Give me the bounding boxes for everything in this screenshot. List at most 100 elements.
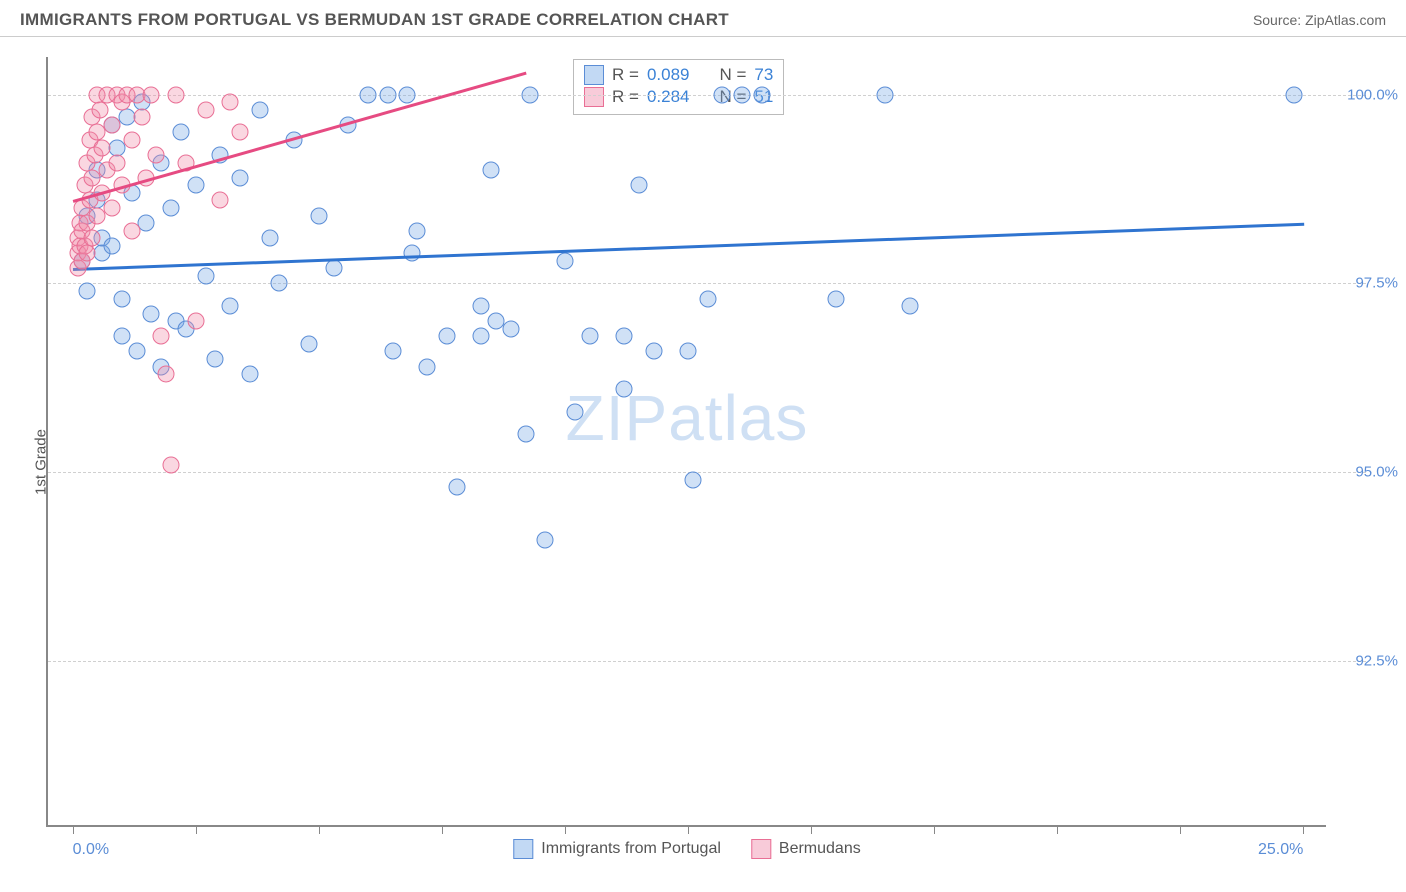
scatter-point — [113, 328, 130, 345]
header: IMMIGRANTS FROM PORTUGAL VS BERMUDAN 1ST… — [0, 0, 1406, 37]
x-tick — [565, 825, 566, 834]
legend-swatch — [584, 65, 604, 85]
chart-title: IMMIGRANTS FROM PORTUGAL VS BERMUDAN 1ST… — [20, 10, 729, 30]
scatter-point — [79, 245, 96, 262]
scatter-point — [566, 403, 583, 420]
scatter-point — [133, 109, 150, 126]
scatter-point — [310, 207, 327, 224]
scatter-point — [222, 298, 239, 315]
x-tick-label: 25.0% — [1258, 841, 1303, 859]
series-legend: Immigrants from Portugal Bermudans — [513, 839, 860, 859]
scatter-point — [384, 343, 401, 360]
gridline — [48, 661, 1366, 662]
scatter-point — [138, 215, 155, 232]
scatter-point — [714, 86, 731, 103]
scatter-point — [448, 479, 465, 496]
scatter-point — [104, 237, 121, 254]
scatter-point — [123, 222, 140, 239]
scatter-point — [123, 132, 140, 149]
scatter-point — [645, 343, 662, 360]
scatter-point — [517, 426, 534, 443]
scatter-point — [734, 86, 751, 103]
scatter-point — [197, 101, 214, 118]
scatter-point — [616, 381, 633, 398]
scatter-point — [207, 350, 224, 367]
scatter-point — [251, 101, 268, 118]
scatter-point — [79, 283, 96, 300]
scatter-point — [197, 267, 214, 284]
source-label: Source: ZipAtlas.com — [1253, 12, 1386, 28]
scatter-point — [212, 192, 229, 209]
r-label: R = — [612, 65, 639, 85]
scatter-point — [143, 86, 160, 103]
scatter-point — [113, 290, 130, 307]
scatter-point — [360, 86, 377, 103]
scatter-point — [108, 154, 125, 171]
plot-region: ZIPatlas R = 0.089N = 73R = 0.284N = 51 … — [46, 57, 1326, 827]
scatter-point — [537, 532, 554, 549]
y-tick-label: 100.0% — [1347, 86, 1398, 103]
scatter-point — [148, 147, 165, 164]
x-tick — [1057, 825, 1058, 834]
scatter-point — [104, 116, 121, 133]
scatter-point — [158, 366, 175, 383]
scatter-point — [404, 245, 421, 262]
scatter-point — [502, 320, 519, 337]
scatter-point — [187, 313, 204, 330]
scatter-point — [94, 139, 111, 156]
scatter-point — [616, 328, 633, 345]
legend-swatch — [751, 839, 771, 859]
r-value: 0.284 — [647, 87, 690, 107]
y-tick-label: 95.0% — [1355, 464, 1398, 481]
stats-legend-row: R = 0.089N = 73 — [584, 64, 773, 86]
scatter-point — [104, 199, 121, 216]
chart-area: 1st Grade ZIPatlas R = 0.089N = 73R = 0.… — [0, 37, 1406, 887]
x-tick — [1303, 825, 1304, 834]
scatter-point — [438, 328, 455, 345]
scatter-point — [261, 230, 278, 247]
x-tick — [688, 825, 689, 834]
source-prefix: Source: — [1253, 12, 1305, 28]
watermark: ZIPatlas — [566, 381, 809, 455]
scatter-point — [153, 328, 170, 345]
scatter-point — [241, 366, 258, 383]
scatter-point — [419, 358, 436, 375]
legend-swatch — [513, 839, 533, 859]
scatter-point — [84, 230, 101, 247]
scatter-point — [399, 86, 416, 103]
x-tick — [196, 825, 197, 834]
scatter-point — [300, 335, 317, 352]
scatter-point — [684, 471, 701, 488]
scatter-point — [1285, 86, 1302, 103]
legend-item: Bermudans — [751, 839, 861, 859]
scatter-point — [473, 328, 490, 345]
scatter-point — [163, 456, 180, 473]
y-tick-label: 97.5% — [1355, 275, 1398, 292]
scatter-point — [128, 343, 145, 360]
scatter-point — [522, 86, 539, 103]
scatter-point — [232, 124, 249, 141]
scatter-point — [901, 298, 918, 315]
gridline — [48, 95, 1366, 96]
trend-line — [73, 223, 1304, 271]
scatter-point — [172, 124, 189, 141]
scatter-point — [483, 162, 500, 179]
scatter-point — [379, 86, 396, 103]
gridline — [48, 283, 1366, 284]
r-value: 0.089 — [647, 65, 690, 85]
scatter-point — [473, 298, 490, 315]
legend-swatch — [584, 87, 604, 107]
x-tick — [811, 825, 812, 834]
scatter-point — [232, 169, 249, 186]
x-tick — [1180, 825, 1181, 834]
n-value: 73 — [754, 65, 773, 85]
scatter-point — [409, 222, 426, 239]
scatter-point — [876, 86, 893, 103]
legend-label: Bermudans — [779, 840, 861, 858]
stats-legend: R = 0.089N = 73R = 0.284N = 51 — [573, 59, 784, 115]
scatter-point — [325, 260, 342, 277]
scatter-point — [753, 86, 770, 103]
scatter-point — [581, 328, 598, 345]
scatter-point — [168, 86, 185, 103]
legend-label: Immigrants from Portugal — [541, 840, 721, 858]
